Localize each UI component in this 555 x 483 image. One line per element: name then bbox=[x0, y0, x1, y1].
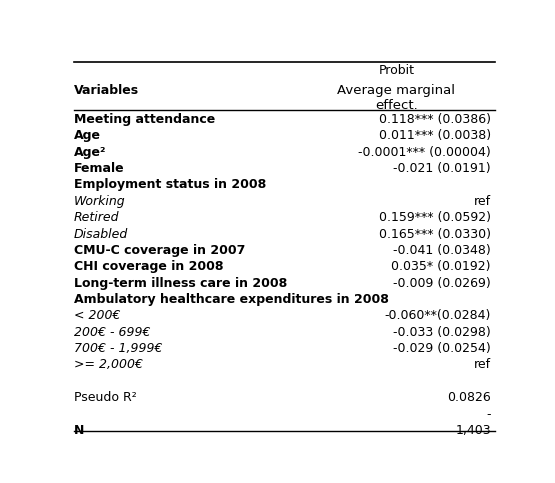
Text: -0.009 (0.0269): -0.009 (0.0269) bbox=[393, 277, 491, 290]
Text: Retired: Retired bbox=[74, 211, 119, 224]
Text: Meeting attendance: Meeting attendance bbox=[74, 113, 215, 126]
Text: -0.041 (0.0348): -0.041 (0.0348) bbox=[393, 244, 491, 257]
Text: >= 2,000€: >= 2,000€ bbox=[74, 358, 143, 371]
Text: 0.118*** (0.0386): 0.118*** (0.0386) bbox=[379, 113, 491, 126]
Text: 0.035* (0.0192): 0.035* (0.0192) bbox=[391, 260, 491, 273]
Text: Probit: Probit bbox=[379, 64, 414, 76]
Text: 700€ - 1,999€: 700€ - 1,999€ bbox=[74, 342, 162, 355]
Text: ref: ref bbox=[474, 195, 491, 208]
Text: 0.165*** (0.0330): 0.165*** (0.0330) bbox=[379, 227, 491, 241]
Text: Age: Age bbox=[74, 129, 100, 142]
Text: Long-term illness care in 2008: Long-term illness care in 2008 bbox=[74, 277, 287, 290]
Text: -0.029 (0.0254): -0.029 (0.0254) bbox=[393, 342, 491, 355]
Text: 200€ - 699€: 200€ - 699€ bbox=[74, 326, 150, 339]
Text: Disabled: Disabled bbox=[74, 227, 128, 241]
Text: Variables: Variables bbox=[74, 84, 139, 97]
Text: 0.011*** (0.0038): 0.011*** (0.0038) bbox=[379, 129, 491, 142]
Text: Pseudo R²: Pseudo R² bbox=[74, 391, 137, 404]
Text: CHI coverage in 2008: CHI coverage in 2008 bbox=[74, 260, 223, 273]
Text: -0.060**(0.0284): -0.060**(0.0284) bbox=[385, 310, 491, 322]
Text: -0.021 (0.0191): -0.021 (0.0191) bbox=[393, 162, 491, 175]
Text: Working: Working bbox=[74, 195, 125, 208]
Text: 0.159*** (0.0592): 0.159*** (0.0592) bbox=[379, 211, 491, 224]
Text: 1,403: 1,403 bbox=[455, 424, 491, 437]
Text: Employment status in 2008: Employment status in 2008 bbox=[74, 178, 266, 191]
Text: N: N bbox=[74, 424, 84, 437]
Text: CMU-C coverage in 2007: CMU-C coverage in 2007 bbox=[74, 244, 245, 257]
Text: < 200€: < 200€ bbox=[74, 310, 120, 322]
Text: -0.033 (0.0298): -0.033 (0.0298) bbox=[393, 326, 491, 339]
Text: 0.0826: 0.0826 bbox=[447, 391, 491, 404]
Text: Ambulatory healthcare expenditures in 2008: Ambulatory healthcare expenditures in 20… bbox=[74, 293, 388, 306]
Text: Female: Female bbox=[74, 162, 124, 175]
Text: -0.0001*** (0.00004): -0.0001*** (0.00004) bbox=[358, 146, 491, 159]
Text: -: - bbox=[486, 408, 491, 421]
Text: Age²: Age² bbox=[74, 146, 106, 159]
Text: ref: ref bbox=[474, 358, 491, 371]
Text: Average marginal
effect.: Average marginal effect. bbox=[337, 84, 455, 112]
